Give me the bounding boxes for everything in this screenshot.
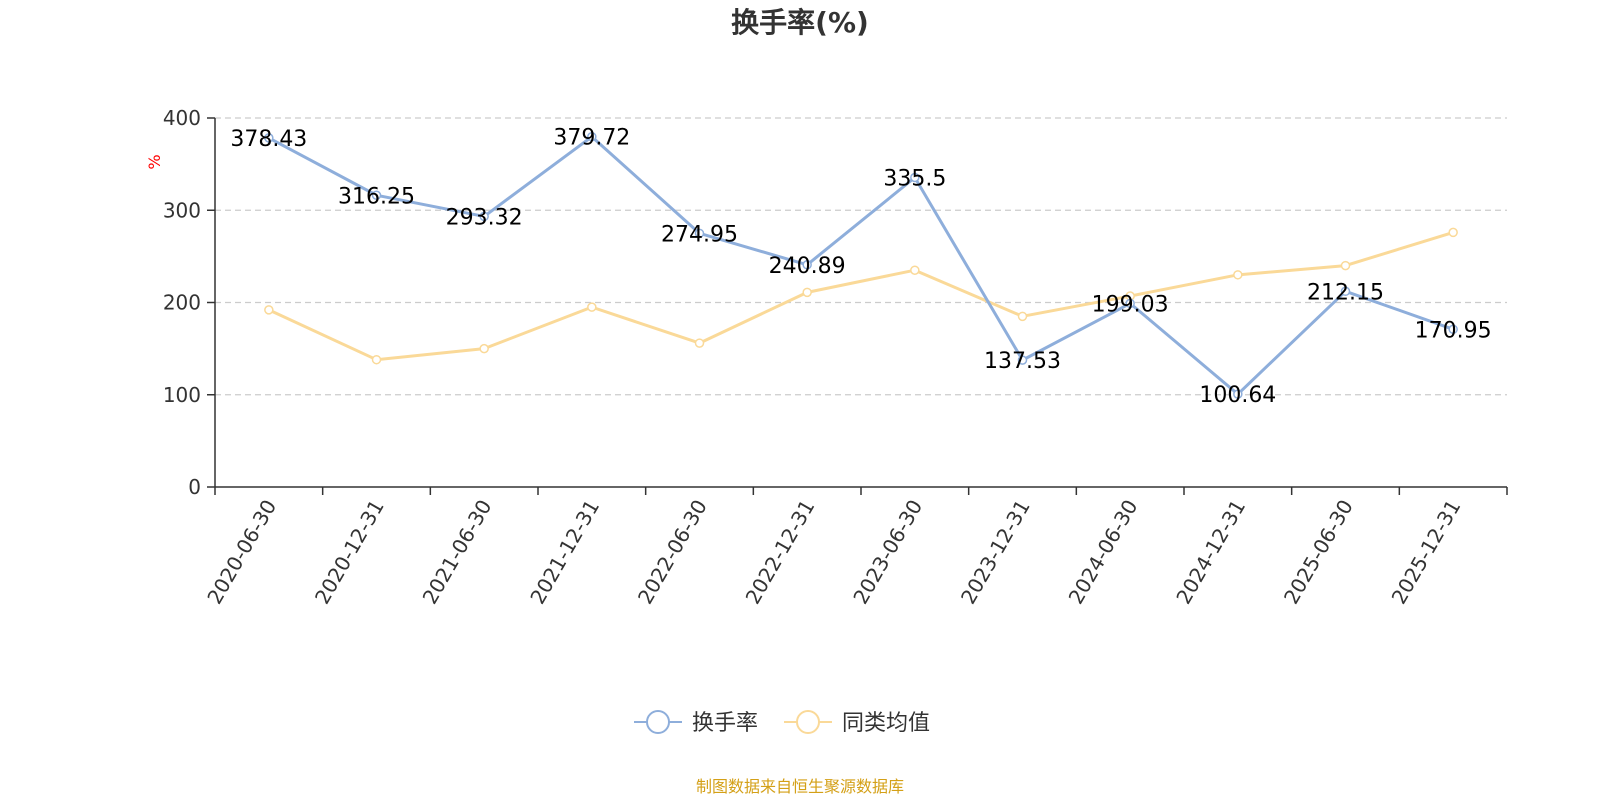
x-tick-label: 2023-12-31 <box>956 496 1035 609</box>
data-point <box>1448 324 1458 335</box>
data-point <box>479 211 489 222</box>
y-axis-unit-label: % <box>145 154 164 169</box>
data-point <box>1233 270 1243 280</box>
data-point <box>1340 286 1351 297</box>
data-label: 240.89 <box>769 254 846 279</box>
data-label: 100.64 <box>1199 383 1276 408</box>
data-point <box>264 305 274 315</box>
data-point <box>587 131 597 142</box>
data-point <box>910 265 920 275</box>
source-note: 制图数据来自恒生聚源数据库 <box>696 777 904 796</box>
data-label: 316.25 <box>338 184 415 209</box>
data-point <box>1017 311 1028 322</box>
x-tick-label: 2021-06-30 <box>418 495 497 608</box>
data-label: 379.72 <box>553 126 630 151</box>
legend-marker <box>646 710 670 734</box>
x-tick-label: 2020-06-30 <box>202 496 281 609</box>
axes: 0 100 200 300 400 2020-06-30 2020-12-31 2021-06… <box>163 106 1508 609</box>
data-point <box>694 338 705 348</box>
x-tick-label: 2025-06-30 <box>1279 496 1358 609</box>
x-tick-label: 2024-12-31 <box>1171 496 1250 609</box>
legend-label: 换手率 <box>692 711 758 736</box>
series-line <box>268 135 1454 396</box>
data-point <box>1448 227 1458 238</box>
data-label: 335.5 <box>883 167 946 192</box>
y-tick-label: 0 <box>188 475 201 499</box>
data-point <box>1017 355 1028 365</box>
data-point <box>910 172 920 183</box>
series-line <box>268 230 1454 362</box>
data-point <box>371 354 382 365</box>
x-tick-label: 2023-06-30 <box>848 495 927 608</box>
x-tick-label: 2022-12-31 <box>741 496 820 609</box>
legend-marker <box>796 710 820 734</box>
data-point <box>1125 298 1135 309</box>
data-label: 137.53 <box>984 349 1061 374</box>
data-point <box>1340 260 1351 271</box>
grid <box>215 117 1507 396</box>
legend-item[interactable]: 同类均值 <box>784 710 930 736</box>
legend[interactable]: 换手率 同类均值 <box>634 710 930 736</box>
series <box>264 131 1458 399</box>
data-label: 274.95 <box>661 222 738 247</box>
x-tick-label: 2025-12-31 <box>1387 496 1466 609</box>
legend-label: 同类均值 <box>842 711 930 736</box>
data-point <box>587 302 597 312</box>
x-tick-label: 2022-06-30 <box>633 496 712 609</box>
legend-item[interactable]: 换手率 <box>634 710 758 736</box>
data-point <box>694 228 705 239</box>
y-tick-label: 400 <box>163 106 201 130</box>
y-tick-label: 300 <box>163 198 201 222</box>
chart-title: 换手率(%) <box>731 6 869 39</box>
data-point <box>802 287 812 298</box>
data-label: 378.43 <box>230 127 307 152</box>
data-label: 212.15 <box>1307 280 1384 305</box>
data-point <box>371 190 382 201</box>
data-point <box>479 343 489 354</box>
data-labels: 378.43 316.25 293.32 379.72 274.95 240.89 335.… <box>230 126 1491 408</box>
data-label: 170.95 <box>1415 318 1492 343</box>
data-point <box>264 133 274 143</box>
data-label: 199.03 <box>1092 292 1169 317</box>
data-point <box>1233 389 1243 399</box>
data-label: 293.32 <box>446 205 523 230</box>
x-tick-label: 2020-12-31 <box>310 496 389 609</box>
y-tick-label: 100 <box>163 383 201 407</box>
x-tick-label: 2021-12-31 <box>525 496 604 609</box>
y-tick-label: 200 <box>163 291 201 315</box>
x-tick-label: 2024-06-30 <box>1064 496 1143 609</box>
data-point <box>802 260 812 270</box>
